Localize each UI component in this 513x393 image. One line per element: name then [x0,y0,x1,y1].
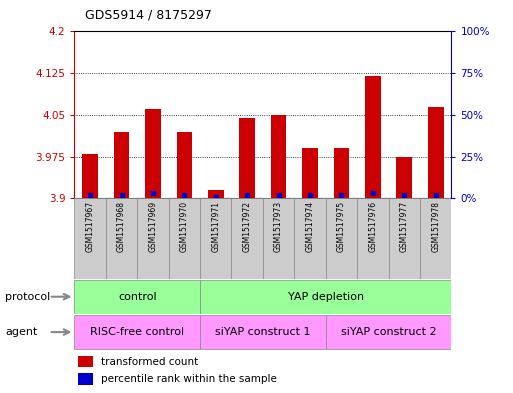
Text: siYAP construct 2: siYAP construct 2 [341,327,437,337]
Bar [397,157,412,198]
Bar [271,115,286,198]
Bar [231,198,263,279]
Bar [74,315,200,349]
Bar [208,190,224,198]
Bar [78,356,93,367]
Bar [82,154,98,198]
Bar [200,198,231,279]
Text: GSM1517974: GSM1517974 [306,201,314,252]
Text: GDS5914 / 8175297: GDS5914 / 8175297 [85,9,211,22]
Text: GSM1517977: GSM1517977 [400,201,409,252]
Bar [389,198,420,279]
Bar [169,198,200,279]
Bar [74,198,106,279]
Text: GSM1517976: GSM1517976 [368,201,378,252]
Bar [106,198,137,279]
Text: GSM1517975: GSM1517975 [337,201,346,252]
Bar [357,198,389,279]
Bar [294,198,326,279]
Text: GSM1517972: GSM1517972 [243,201,252,252]
Bar [200,280,451,314]
Bar [114,132,129,198]
Bar [333,149,349,198]
Bar [78,373,93,385]
Bar [137,198,169,279]
Text: GSM1517967: GSM1517967 [86,201,94,252]
Bar [428,107,444,198]
Text: siYAP construct 1: siYAP construct 1 [215,327,311,337]
Bar [326,198,357,279]
Text: YAP depletion: YAP depletion [288,292,364,302]
Text: GSM1517970: GSM1517970 [180,201,189,252]
Bar [240,118,255,198]
Text: transformed count: transformed count [101,356,198,367]
Bar [74,280,200,314]
Text: control: control [118,292,156,302]
Text: RISC-free control: RISC-free control [90,327,184,337]
Text: GSM1517978: GSM1517978 [431,201,440,252]
Text: protocol: protocol [5,292,50,302]
Bar [302,149,318,198]
Bar [365,76,381,198]
Text: GSM1517969: GSM1517969 [148,201,157,252]
Text: GSM1517971: GSM1517971 [211,201,220,252]
Text: GSM1517973: GSM1517973 [274,201,283,252]
Bar [200,315,326,349]
Text: GSM1517968: GSM1517968 [117,201,126,252]
Bar [176,132,192,198]
Bar [145,109,161,198]
Bar [420,198,451,279]
Text: percentile rank within the sample: percentile rank within the sample [101,374,277,384]
Text: agent: agent [5,327,37,337]
Bar [263,198,294,279]
Bar [326,315,451,349]
